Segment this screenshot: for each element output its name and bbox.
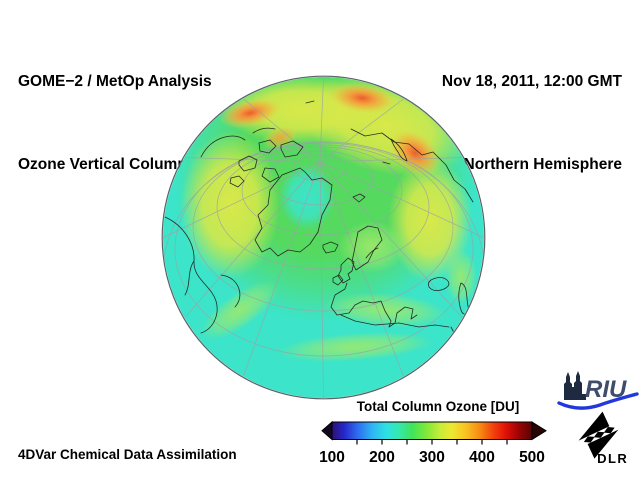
dlr-logo: DLR xyxy=(578,411,628,466)
coastlines xyxy=(164,100,474,370)
riu-cathedral-nave xyxy=(582,394,586,400)
globe-rim xyxy=(161,75,486,400)
colorbar-gradient-bar xyxy=(331,421,533,440)
colorbar-tick-labels: 100 200 300 400 500 xyxy=(319,449,545,466)
app-title-line1: GOME−2 / MetOp Analysis xyxy=(18,73,212,90)
dlr-emblem-icon xyxy=(578,411,619,459)
region-label: Northern Hemisphere xyxy=(463,155,622,173)
dlr-logo-text: DLR xyxy=(597,451,628,466)
timestamp-label: Nov 18, 2011, 12:00 GMT xyxy=(441,73,622,90)
footer-block: 4DVar Chemical Data Assimilation SACADA … xyxy=(18,399,237,480)
footer-line1: 4DVar Chemical Data Assimilation xyxy=(18,446,237,462)
tick-label-400: 400 xyxy=(469,449,495,466)
colorbar: 100 200 300 400 500 xyxy=(319,420,547,466)
colorbar-left-arrow xyxy=(321,420,333,441)
ozone-globe-map xyxy=(161,75,486,400)
tick-label-200: 200 xyxy=(369,449,395,466)
riu-cathedral-icon xyxy=(564,371,582,400)
tick-label-500: 500 xyxy=(519,449,545,466)
riu-logo: RIU xyxy=(557,371,639,410)
graticule-grid xyxy=(163,77,484,398)
date-block: Nov 18, 2011, 12:00 GMT Northern Hemisph… xyxy=(442,13,622,233)
colorbar-title: Total Column Ozone [DU] xyxy=(356,399,520,414)
tick-label-100: 100 xyxy=(319,449,345,466)
riu-swoosh xyxy=(557,392,639,410)
tick-label-300: 300 xyxy=(419,449,445,466)
colorbar-minor-ticks xyxy=(356,439,508,445)
colorbar-right-arrow xyxy=(531,421,547,441)
